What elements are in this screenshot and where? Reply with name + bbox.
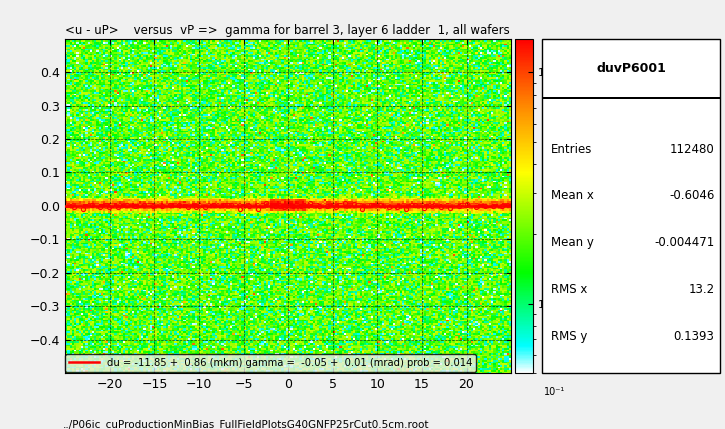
- Text: Entries: Entries: [551, 142, 592, 156]
- Text: 10⁻¹: 10⁻¹: [544, 387, 566, 397]
- Text: 0.1393: 0.1393: [674, 330, 715, 343]
- Text: 13.2: 13.2: [689, 283, 715, 296]
- Text: -0.004471: -0.004471: [655, 236, 715, 249]
- Text: RMS x: RMS x: [551, 283, 587, 296]
- Text: -0.6046: -0.6046: [669, 189, 715, 202]
- Text: RMS y: RMS y: [551, 330, 587, 343]
- Text: 112480: 112480: [670, 142, 715, 156]
- Bar: [542, 97, 720, 99]
- Text: duvP6001: duvP6001: [596, 62, 666, 75]
- Text: ../P06ic_cuProductionMinBias_FullFieldPlotsG40GNFP25rCut0.5cm.root: ../P06ic_cuProductionMinBias_FullFieldPl…: [63, 419, 430, 429]
- Legend: du = -11.85 +  0.86 (mkm) gamma =  -0.05 +  0.01 (mrad) prob = 0.014: du = -11.85 + 0.86 (mkm) gamma = -0.05 +…: [65, 353, 476, 372]
- Text: Mean x: Mean x: [551, 189, 594, 202]
- Text: <u - uP>    versus  vP =>  gamma for barrel 3, layer 6 ladder  1, all wafers: <u - uP> versus vP => gamma for barrel 3…: [65, 24, 510, 37]
- Text: Mean y: Mean y: [551, 236, 594, 249]
